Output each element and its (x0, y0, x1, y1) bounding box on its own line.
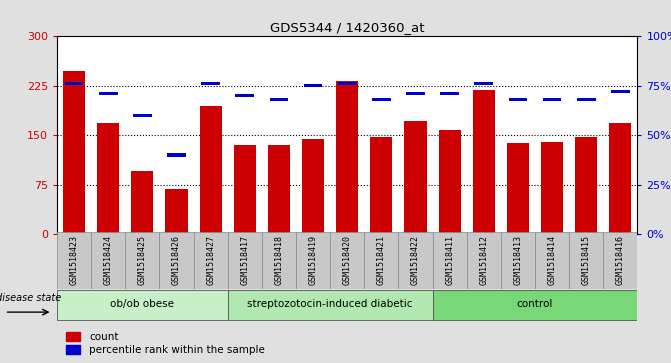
Bar (474, 82, 493, 85)
Bar (199, 106, 222, 234)
Bar (302, 139, 324, 234)
Text: GSM1518420: GSM1518420 (343, 235, 352, 285)
Bar (535, 232, 569, 289)
Bar (433, 290, 637, 319)
Bar (91, 232, 125, 289)
Text: percentile rank within the sample: percentile rank within the sample (89, 345, 265, 355)
Text: GSM1518414: GSM1518414 (548, 235, 557, 285)
Bar (270, 98, 289, 101)
Bar (611, 90, 630, 93)
Bar (440, 92, 459, 95)
Bar (609, 123, 631, 234)
Text: GSM1518427: GSM1518427 (206, 235, 215, 285)
Text: GSM1518424: GSM1518424 (104, 235, 113, 285)
Bar (336, 81, 358, 234)
Bar (66, 346, 81, 354)
Text: GSM1518425: GSM1518425 (138, 235, 147, 285)
Bar (234, 145, 256, 234)
Bar (57, 290, 227, 319)
Bar (132, 171, 154, 234)
Text: ob/ob obese: ob/ob obese (111, 299, 174, 309)
Bar (99, 92, 117, 95)
Bar (501, 232, 535, 289)
Bar (125, 232, 160, 289)
Bar (406, 92, 425, 95)
Title: GDS5344 / 1420360_at: GDS5344 / 1420360_at (270, 21, 425, 34)
Bar (575, 136, 597, 234)
Bar (405, 121, 427, 234)
Bar (236, 94, 254, 97)
Bar (370, 136, 393, 234)
Bar (304, 84, 323, 87)
Text: GSM1518419: GSM1518419 (309, 235, 317, 285)
Bar (569, 232, 603, 289)
Bar (97, 123, 119, 234)
Bar (227, 290, 433, 319)
Text: GSM1518411: GSM1518411 (445, 235, 454, 285)
Bar (603, 232, 637, 289)
Bar (439, 130, 461, 234)
Text: count: count (89, 332, 119, 342)
Bar (133, 114, 152, 117)
Bar (194, 232, 227, 289)
Text: GSM1518412: GSM1518412 (479, 235, 488, 285)
Text: disease state: disease state (0, 293, 61, 303)
Text: GSM1518421: GSM1518421 (377, 235, 386, 285)
Bar (509, 98, 527, 101)
Bar (330, 232, 364, 289)
Bar (541, 142, 563, 234)
Text: streptozotocin-induced diabetic: streptozotocin-induced diabetic (248, 299, 413, 309)
Bar (433, 232, 467, 289)
Bar (227, 232, 262, 289)
Bar (338, 82, 356, 85)
Bar (472, 90, 495, 234)
Bar (64, 82, 83, 85)
Text: GSM1518415: GSM1518415 (582, 235, 590, 285)
Bar (63, 70, 85, 234)
Bar (262, 232, 296, 289)
Bar (66, 333, 81, 341)
Bar (57, 232, 91, 289)
Bar (372, 98, 391, 101)
Bar (467, 232, 501, 289)
Bar (166, 189, 188, 234)
Bar (577, 98, 596, 101)
Bar (167, 153, 186, 157)
Bar (507, 143, 529, 234)
Bar (399, 232, 433, 289)
Text: GSM1518416: GSM1518416 (616, 235, 625, 285)
Text: GSM1518418: GSM1518418 (274, 235, 283, 285)
Text: GSM1518417: GSM1518417 (240, 235, 250, 285)
Bar (268, 145, 290, 234)
Bar (364, 232, 399, 289)
Bar (201, 82, 220, 85)
Bar (160, 232, 194, 289)
Text: GSM1518423: GSM1518423 (70, 235, 79, 285)
Text: GSM1518413: GSM1518413 (513, 235, 523, 285)
Text: GSM1518426: GSM1518426 (172, 235, 181, 285)
Bar (296, 232, 330, 289)
Text: control: control (517, 299, 553, 309)
Bar (543, 98, 562, 101)
Text: GSM1518422: GSM1518422 (411, 235, 420, 285)
